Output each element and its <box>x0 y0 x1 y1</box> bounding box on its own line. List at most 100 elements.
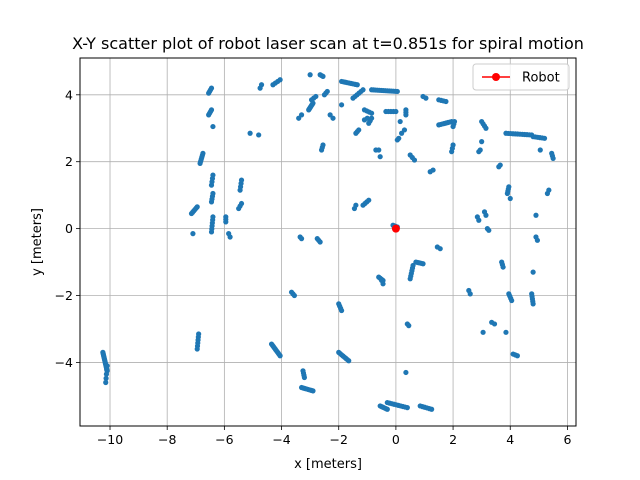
scan-point <box>420 261 426 267</box>
scan-point <box>403 107 409 113</box>
scan-point <box>534 237 541 243</box>
x-tick-label: −4 <box>272 432 290 447</box>
y-tick-label: −4 <box>55 355 73 370</box>
scan-point <box>301 374 308 381</box>
scan-point <box>227 234 233 240</box>
scan-point <box>380 281 386 287</box>
scan-point <box>320 142 326 148</box>
scan-point <box>394 88 400 95</box>
robot-marker <box>391 224 400 233</box>
scan-point <box>506 184 512 190</box>
legend-robot-label: Robot <box>522 71 560 86</box>
scan-point <box>223 214 229 220</box>
scan-point <box>104 367 110 373</box>
grid-lines <box>80 58 576 426</box>
scan-point <box>483 125 489 131</box>
scan-point <box>369 115 375 121</box>
scan-point <box>356 127 362 133</box>
scan-point <box>210 123 216 130</box>
x-axis-ticks: −10 −8 −6 −4 −2 0 2 4 6 <box>97 426 571 447</box>
y-tick-label: 0 <box>65 221 73 236</box>
scan-point <box>486 227 492 233</box>
scan-point <box>393 108 399 115</box>
scan-point <box>467 291 473 297</box>
scan-point <box>346 358 352 364</box>
scan-point <box>497 162 503 168</box>
scan-point <box>404 405 410 411</box>
scan-point <box>366 197 372 203</box>
scan-point <box>298 112 305 118</box>
x-tick-label: −2 <box>330 432 348 447</box>
scan-point <box>238 200 245 207</box>
scan-point <box>483 212 489 218</box>
scan-point <box>443 98 449 105</box>
scan-points <box>100 72 556 412</box>
scan-point <box>103 375 109 381</box>
scan-point <box>500 264 506 270</box>
scan-point <box>537 147 543 153</box>
scan-point <box>210 190 216 197</box>
scan-point <box>194 346 200 352</box>
scan-point <box>317 239 323 245</box>
legend-robot-marker <box>492 73 500 81</box>
plot-frame <box>79 57 577 427</box>
scan-point <box>210 172 216 178</box>
scan-point <box>550 155 556 161</box>
scan-point <box>104 363 110 369</box>
scan-point <box>194 204 200 210</box>
scan-point <box>208 107 215 113</box>
scan-point <box>313 93 319 100</box>
scan-point <box>384 406 390 412</box>
scan-point <box>403 369 409 376</box>
chart-title: X-Y scatter plot of robot laser scan at … <box>72 34 584 53</box>
y-axis-ticks: −4 −2 0 2 4 <box>55 87 80 370</box>
scan-point <box>477 147 483 153</box>
x-tick-label: 4 <box>506 432 514 447</box>
scan-point <box>258 82 265 88</box>
scan-point <box>307 72 313 78</box>
x-tick-label: 2 <box>449 432 457 447</box>
scan-point <box>397 118 403 125</box>
scan-point <box>530 301 536 307</box>
x-tick-label: −6 <box>215 432 233 447</box>
scan-point <box>238 177 245 183</box>
x-tick-label: 0 <box>392 432 400 447</box>
scan-point <box>480 329 486 335</box>
scan-point <box>324 88 330 95</box>
scan-point <box>310 388 316 394</box>
scan-point <box>406 323 412 329</box>
scan-point <box>423 95 429 101</box>
scan-point <box>320 73 326 79</box>
scan-point <box>353 202 359 208</box>
scan-point <box>354 82 360 88</box>
scan-point <box>360 87 366 93</box>
scan-point <box>429 406 435 412</box>
scan-point <box>369 110 375 116</box>
x-tick-label: −10 <box>97 432 123 447</box>
scan-point <box>298 236 305 242</box>
scan-point <box>450 142 456 148</box>
scan-point <box>430 167 436 173</box>
scan-point <box>533 212 539 218</box>
scan-point <box>514 353 520 359</box>
scan-point <box>277 77 283 83</box>
scan-point <box>103 379 109 386</box>
scan-point <box>509 297 515 304</box>
scan-point <box>277 353 283 359</box>
y-tick-label: −2 <box>55 288 73 303</box>
scan-point <box>103 371 110 377</box>
legend-box <box>472 63 570 91</box>
scan-point <box>330 115 336 121</box>
scan-point <box>530 269 536 275</box>
scan-point <box>338 102 345 108</box>
scan-point <box>377 154 383 160</box>
x-tick-label: −8 <box>158 432 176 447</box>
scan-point <box>247 130 253 136</box>
scan-point <box>437 246 443 252</box>
scan-point <box>479 139 485 145</box>
scan-point <box>476 217 482 223</box>
scan-point <box>256 132 262 138</box>
scan-point <box>491 321 498 327</box>
scan-point <box>401 127 408 133</box>
scan-point <box>338 307 345 314</box>
